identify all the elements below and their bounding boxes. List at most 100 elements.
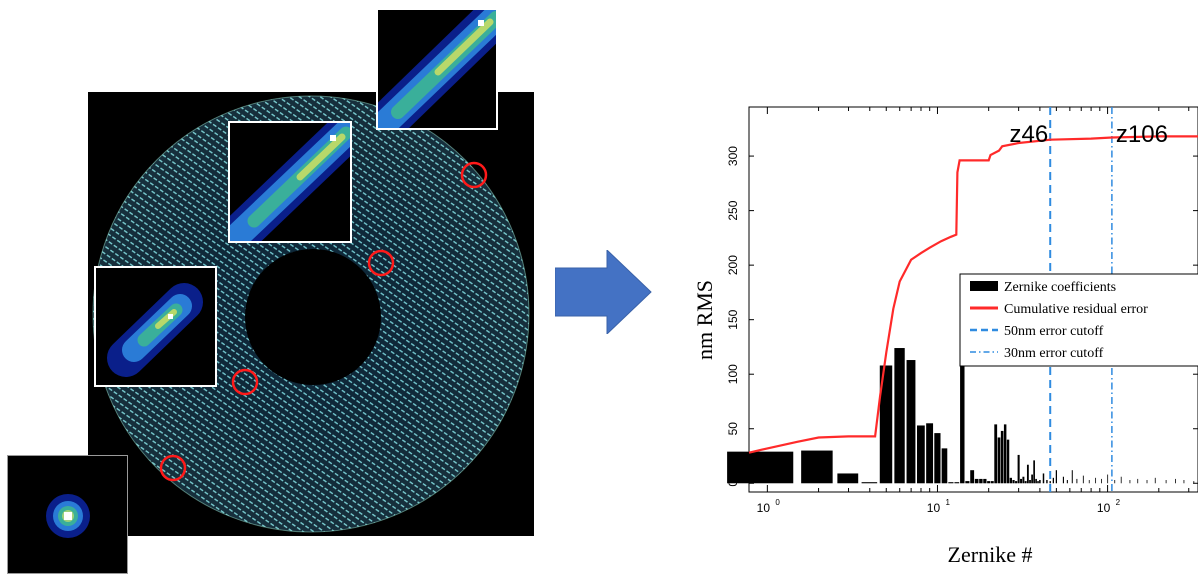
data-bar: [1066, 480, 1068, 484]
data-bar: [974, 478, 979, 484]
red-circle-marker: [231, 368, 259, 396]
data-bar: [1114, 480, 1116, 484]
right-arrow-icon: [554, 248, 655, 339]
data-bar: [1029, 480, 1031, 484]
data-bar: [1042, 473, 1045, 484]
data-bar: [965, 481, 970, 484]
zernike-chart: 0 50 100 150 200 250 300 10 0 10 1 10 2 z46 z106 nm R…: [690, 90, 1198, 574]
x-tick-exponent: 1: [945, 498, 950, 507]
data-bar: [1154, 477, 1156, 484]
data-bar: [894, 348, 905, 484]
data-bar: [1107, 474, 1109, 484]
data-bar: [1012, 480, 1015, 484]
psf-inset: [7, 455, 128, 574]
data-bar: [1039, 480, 1041, 484]
y-tick-label: 100: [726, 364, 740, 384]
data-bar: [970, 470, 975, 484]
data-bar: [948, 482, 954, 484]
data-bar: [1137, 478, 1139, 484]
psf-inset: [94, 266, 217, 387]
cutoff-annotation: z46: [1010, 121, 1049, 148]
cumulative-error-line: [748, 135, 1198, 454]
data-bar: [1193, 481, 1195, 484]
y-axis-label: nm RMS: [692, 280, 717, 360]
data-bar: [1120, 476, 1122, 484]
legend-swatch-bars: [970, 281, 998, 291]
data-bar: [906, 360, 916, 484]
x-tick-label: 10: [927, 501, 941, 515]
data-bar: [1129, 480, 1131, 484]
data-bar: [1062, 476, 1064, 484]
x-axis-label: Zernike #: [948, 542, 1033, 567]
data-bar: [1175, 478, 1176, 484]
x-tick-exponent: 0: [775, 498, 780, 507]
legend-entry: Cumulative residual error: [1004, 302, 1148, 317]
data-bar: [1046, 480, 1048, 484]
cutoff-annotation: z106: [1116, 121, 1168, 148]
psf-inset: [376, 8, 498, 130]
y-tick-label: 0: [726, 480, 740, 487]
data-bar: [1026, 464, 1029, 484]
y-tick-label: 150: [726, 309, 740, 329]
data-bar: [960, 278, 965, 484]
data-bar: [1003, 424, 1007, 484]
data-bar: [1101, 478, 1102, 484]
data-bar: [727, 451, 794, 484]
data-bar: [934, 433, 941, 484]
data-bar: [1017, 454, 1020, 484]
data-bar: [1020, 478, 1023, 484]
central-obscuration: [245, 249, 381, 385]
data-bar: [837, 473, 859, 484]
red-circle-marker: [460, 161, 488, 189]
data-bar: [1183, 480, 1185, 484]
legend: Zernike coefficients Cumulative residual…: [959, 273, 1198, 367]
data-bar: [1000, 430, 1004, 484]
data-bar: [1022, 476, 1025, 484]
red-circle-marker: [159, 454, 187, 482]
data-bar: [1146, 480, 1148, 484]
legend-entry: 30nm error cutoff: [1004, 346, 1104, 361]
data-bar: [1095, 477, 1097, 484]
data-bar: [1076, 478, 1078, 484]
data-bar: [983, 478, 987, 484]
data-bar: [879, 365, 893, 484]
data-bar: [997, 437, 1001, 484]
y-tick-label: 250: [726, 200, 740, 220]
data-bar: [917, 425, 925, 484]
data-bar: [1055, 470, 1057, 484]
legend-entry: 50nm error cutoff: [1004, 324, 1104, 339]
data-bar: [1006, 439, 1010, 484]
data-bar: [1052, 477, 1055, 484]
data-bar: [861, 482, 878, 484]
data-bar: [990, 481, 994, 484]
data-bar: [1071, 470, 1073, 484]
data-bar: [994, 424, 998, 484]
data-bar: [1015, 481, 1018, 484]
psf-inset: [228, 121, 352, 243]
data-bar: [1088, 480, 1090, 484]
y-tick-label: 50: [726, 422, 740, 436]
data-bar: [1165, 480, 1167, 484]
data-bar: [1009, 477, 1012, 484]
x-tick-exponent: 2: [1116, 498, 1121, 507]
data-bar: [1049, 481, 1051, 484]
legend-entry: Zernike coefficients: [1004, 280, 1116, 295]
data-bar: [979, 478, 983, 484]
data-bar: [954, 482, 960, 484]
data-bar: [1033, 460, 1035, 484]
y-tick-label: 200: [726, 255, 740, 275]
x-tick-label: 10: [757, 501, 771, 515]
data-bar: [801, 450, 833, 484]
data-bar: [1037, 481, 1039, 484]
x-tick-label: 10: [1097, 501, 1111, 515]
red-circle-marker: [367, 249, 395, 277]
data-bar: [926, 423, 934, 484]
data-bar: [1082, 475, 1084, 484]
data-bar: [1031, 474, 1033, 484]
y-tick-label: 300: [726, 146, 740, 166]
spot-diagram-svg: [92, 95, 530, 533]
data-bar: [1035, 478, 1037, 484]
legend-box: [959, 273, 1198, 367]
data-bar: [941, 448, 948, 484]
